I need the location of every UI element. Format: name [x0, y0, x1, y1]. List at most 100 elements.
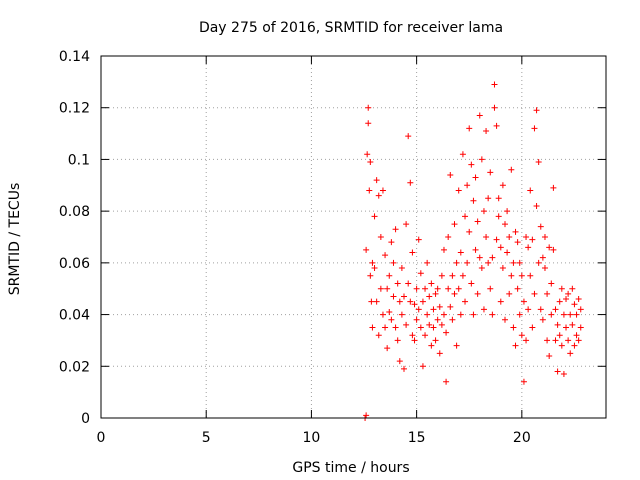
data-point — [525, 244, 532, 251]
data-point — [573, 311, 580, 318]
data-point — [424, 311, 431, 318]
data-point — [428, 280, 435, 287]
data-point — [495, 195, 502, 202]
data-point — [415, 236, 422, 243]
data-point — [390, 259, 397, 266]
data-point — [508, 166, 515, 173]
data-point — [459, 272, 466, 279]
data-point — [569, 285, 576, 292]
data-point — [430, 324, 437, 331]
data-point — [409, 249, 416, 256]
data-point — [384, 285, 391, 292]
data-point — [422, 332, 429, 339]
data-point — [514, 239, 521, 246]
x-tick-label: 5 — [202, 430, 211, 446]
data-point — [485, 259, 492, 266]
x-axis-label: GPS time / hours — [292, 460, 409, 476]
data-point — [392, 324, 399, 331]
data-point — [377, 234, 384, 240]
data-point — [499, 265, 506, 272]
data-point — [422, 285, 429, 292]
data-point — [510, 259, 517, 266]
data-point — [388, 239, 395, 246]
data-point — [474, 290, 481, 297]
data-point — [573, 332, 580, 339]
data-point — [459, 151, 466, 158]
data-point — [493, 122, 500, 129]
data-point — [440, 311, 447, 318]
data-point — [363, 246, 370, 253]
data-point — [575, 337, 582, 344]
chart-title: Day 275 of 2016, SRMTID for receiver lam… — [199, 20, 503, 36]
data-point — [462, 213, 469, 220]
data-point — [466, 228, 473, 235]
data-point — [365, 104, 372, 111]
data-point — [525, 306, 532, 313]
y-tick-label: 0.08 — [59, 204, 90, 220]
data-point — [373, 298, 380, 305]
data-point — [480, 306, 487, 313]
data-point — [529, 324, 536, 331]
y-tick-label: 0.12 — [59, 101, 90, 117]
data-point — [457, 249, 464, 256]
data-point — [510, 324, 517, 331]
data-point — [554, 321, 561, 328]
data-point — [523, 234, 530, 240]
data-point — [531, 290, 538, 297]
y-axis-label: SRMTID / TECUs — [7, 183, 23, 296]
data-point — [520, 298, 527, 305]
data-point — [382, 324, 389, 331]
data-point — [487, 169, 494, 176]
data-point — [363, 412, 370, 419]
data-point — [539, 254, 546, 261]
data-point — [499, 182, 506, 189]
data-point — [546, 352, 553, 359]
data-point — [497, 244, 504, 251]
x-tick-label: 15 — [408, 430, 426, 446]
data-point — [413, 316, 420, 323]
data-point — [472, 246, 479, 253]
data-point — [403, 221, 410, 228]
axis-ticks — [100, 55, 606, 419]
data-point — [409, 332, 416, 339]
data-point — [447, 171, 454, 178]
data-point — [556, 332, 563, 339]
data-point — [453, 342, 460, 349]
data-point — [502, 221, 508, 228]
data-point — [443, 329, 450, 336]
y-tick-label: 0.14 — [59, 49, 90, 65]
data-point — [384, 345, 391, 352]
data-point — [567, 311, 574, 318]
data-point — [379, 311, 386, 318]
data-point — [386, 272, 393, 279]
data-point — [390, 293, 397, 300]
data-point — [426, 321, 433, 328]
data-point — [489, 254, 496, 261]
data-point — [472, 174, 479, 181]
data-point — [502, 316, 508, 323]
data-point — [535, 159, 542, 166]
data-point — [518, 332, 525, 339]
data-point — [432, 337, 439, 344]
data-point — [565, 290, 572, 297]
data-point — [403, 321, 410, 328]
data-point — [535, 259, 542, 266]
data-point — [541, 265, 548, 272]
data-point — [371, 265, 378, 272]
x-tick-label: 0 — [97, 430, 106, 446]
data-point — [575, 296, 582, 303]
data-point — [398, 311, 405, 318]
data-point — [419, 298, 426, 305]
data-point — [415, 306, 422, 313]
data-point — [367, 159, 374, 166]
data-point — [508, 272, 515, 279]
data-point — [497, 298, 504, 305]
data-point — [373, 177, 380, 184]
data-point — [531, 125, 538, 132]
data-point — [455, 285, 462, 292]
data-point — [577, 306, 584, 313]
data-point — [371, 213, 378, 220]
data-point — [550, 246, 557, 253]
data-points — [362, 81, 584, 421]
data-point — [436, 350, 443, 357]
